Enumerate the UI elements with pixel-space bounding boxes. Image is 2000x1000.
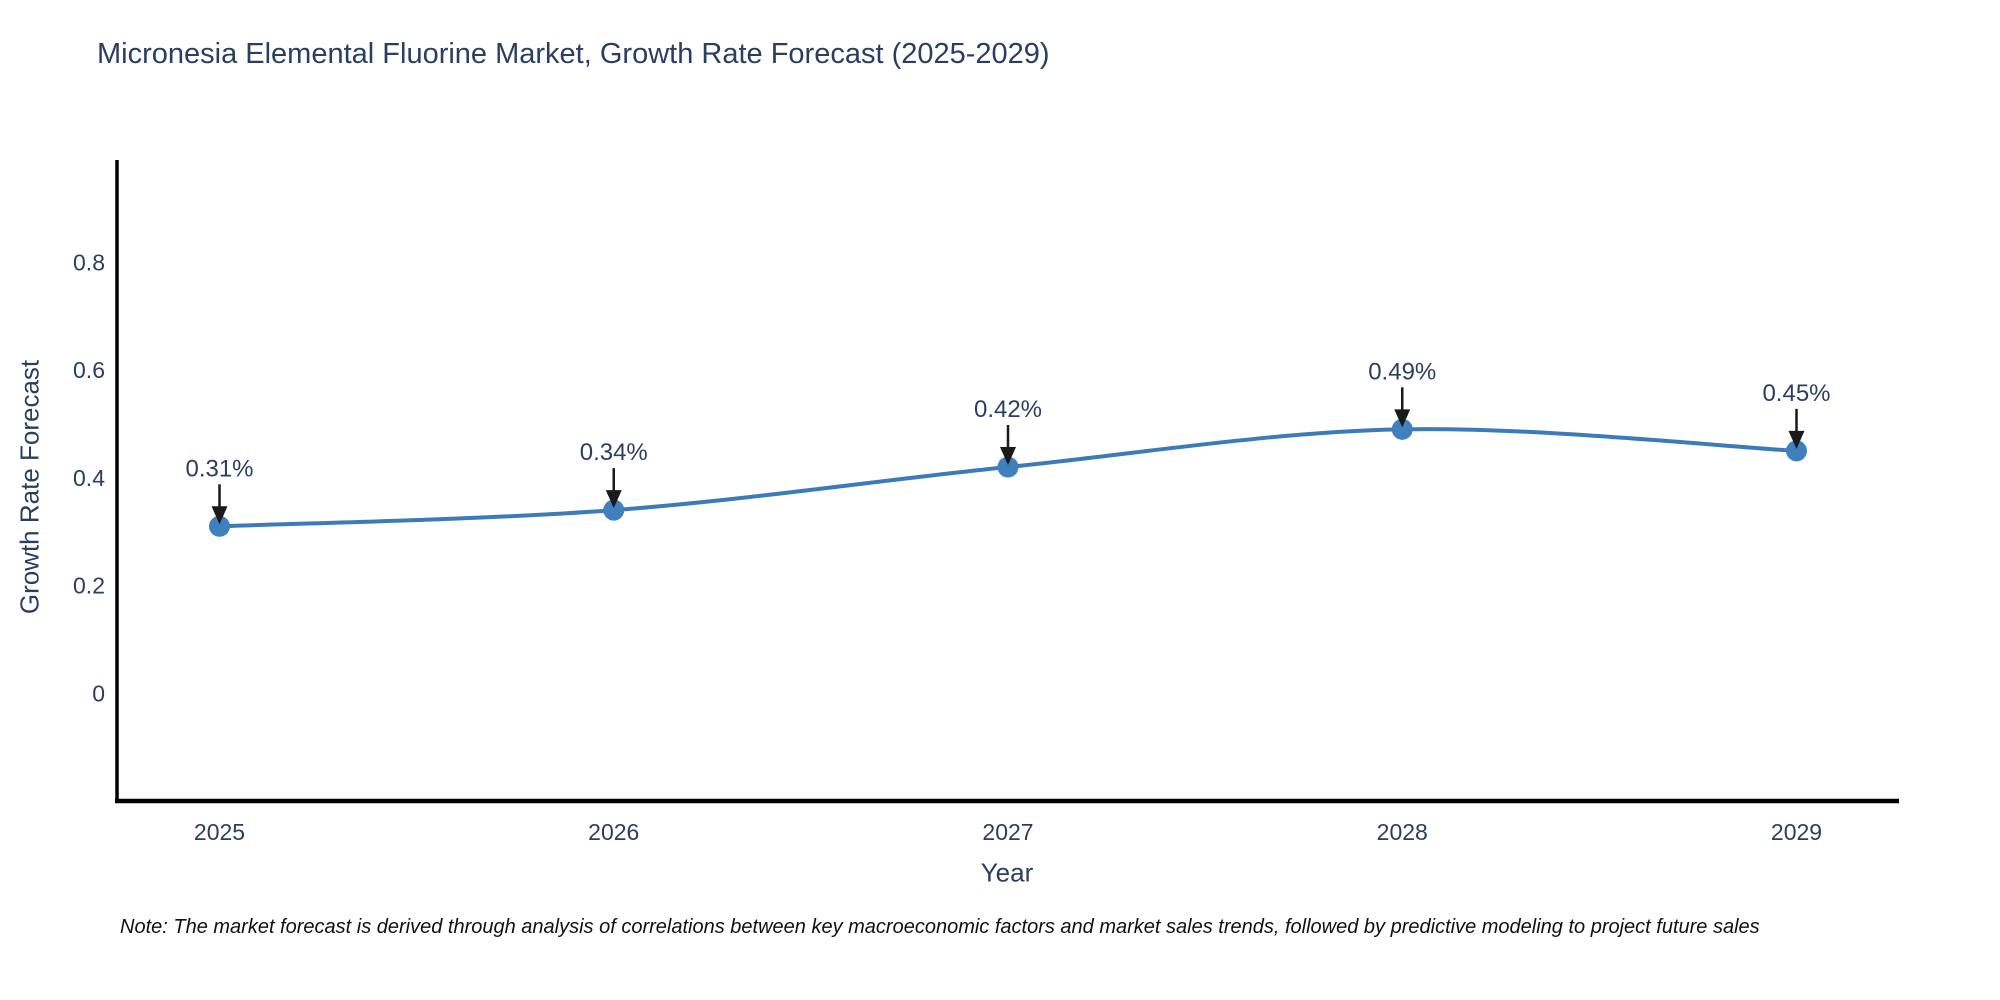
data-point-marker[interactable]: [1785, 440, 1807, 462]
data-point-label: 0.34%: [580, 439, 648, 466]
x-tick-label: 2026: [588, 819, 639, 845]
annotation-arrowhead-icon: [211, 506, 228, 525]
data-point-marker[interactable]: [209, 515, 231, 537]
chart-title: Micronesia Elemental Fluorine Market, Gr…: [97, 38, 1050, 70]
x-tick-label: 2027: [982, 819, 1033, 845]
y-tick-label: 0.8: [73, 249, 105, 275]
annotation-arrowhead-icon: [605, 490, 622, 509]
data-point-label: 0.49%: [1368, 358, 1436, 385]
annotation-arrowhead-icon: [1000, 447, 1016, 466]
y-tick-label: 0: [92, 680, 105, 706]
x-axis-title: Year: [980, 857, 1034, 888]
y-tick-label: 0.2: [73, 573, 105, 599]
data-point-marker[interactable]: [603, 499, 625, 521]
data-point-marker[interactable]: [997, 456, 1019, 478]
data-point-label: 0.42%: [974, 396, 1042, 423]
x-tick-label: 2028: [1377, 819, 1428, 845]
y-tick-label: 0.4: [73, 465, 105, 491]
annotation-arrowhead-icon: [1788, 430, 1805, 449]
footnote: Note: The market forecast is derived thr…: [120, 916, 1760, 938]
x-tick-label: 2029: [1771, 819, 1822, 845]
y-tick-label: 0.6: [73, 357, 105, 383]
x-tick-label: 2025: [194, 819, 245, 845]
data-point-marker[interactable]: [1391, 418, 1413, 440]
data-point-label: 0.45%: [1762, 380, 1830, 407]
annotation-arrowhead-icon: [1394, 409, 1411, 428]
data-point-label: 0.31%: [185, 455, 253, 482]
